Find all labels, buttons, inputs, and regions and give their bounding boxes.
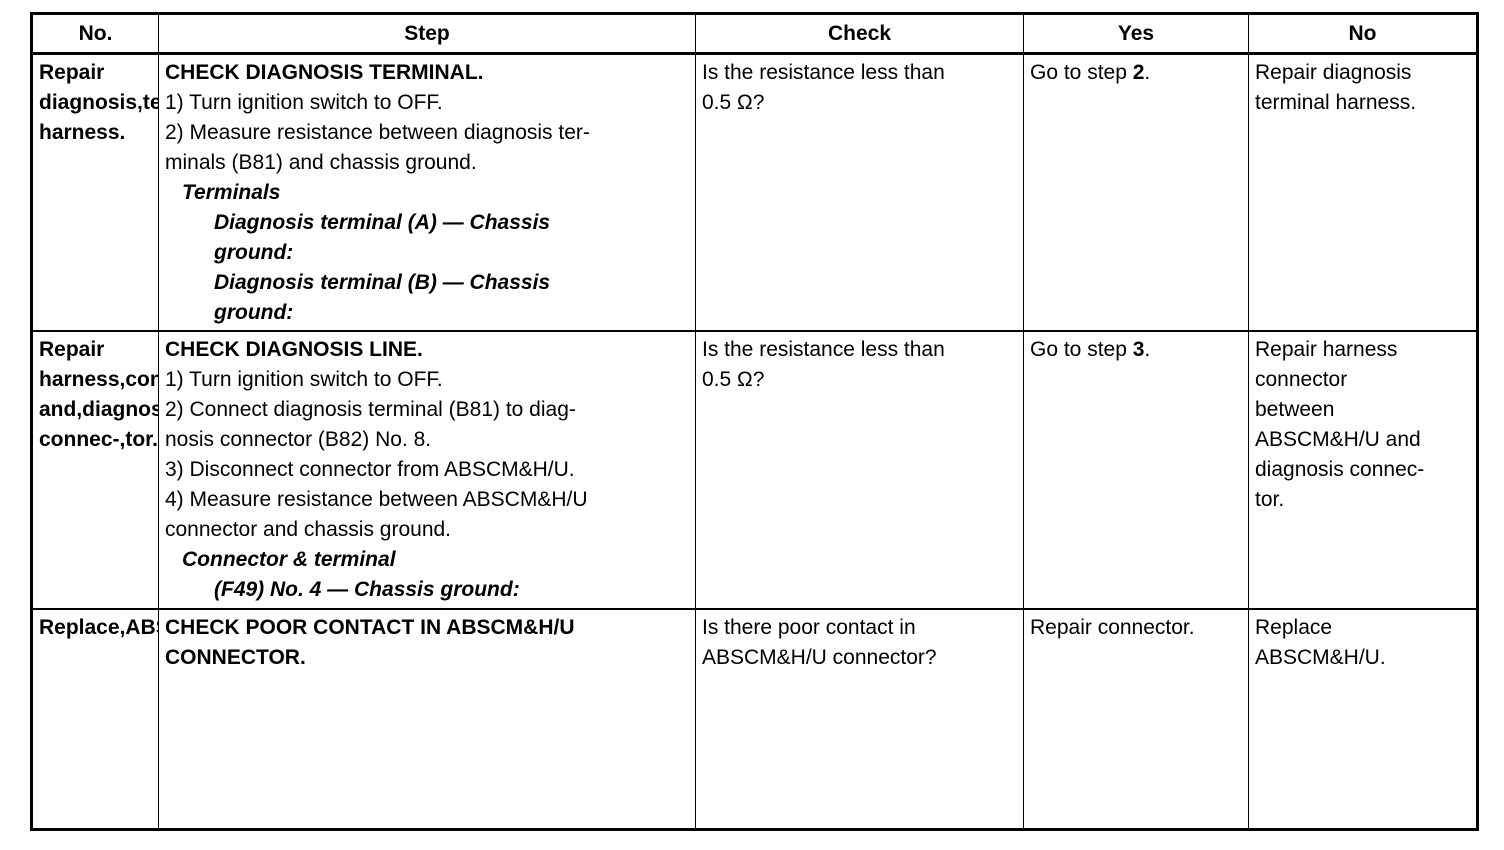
table-row: Replace,ABSCM&H/U. CHECK POOR CONTACT IN… [31,609,1478,829]
step-title: CONNECTOR. [165,646,306,669]
step-line: 1) Turn ignition switch to OFF. [165,368,443,391]
step-title: CHECK DIAGNOSIS TERMINAL. [165,61,484,84]
step-line: 4) Measure resistance between ABSCM&H/U [165,488,588,511]
step-line: nosis connector (B82) No. 8. [165,428,432,451]
table-row: Repair diagnosis,terminal harness. CHECK… [31,53,1478,332]
yes-step-number: 3 [1132,338,1145,361]
no-line: connector [1255,368,1348,391]
yes-cell: Repair connector. [1023,609,1249,829]
step-title: CHECK POOR CONTACT IN ABSCM&H/U [165,616,575,639]
step-title: CHECK DIAGNOSIS LINE. [165,338,423,361]
spec-line: (F49) No. 4 — Chassis ground: [214,578,520,601]
step-line: 3) Disconnect connector from ABSCM&H/U. [165,458,575,481]
check-line: Is the resistance less than [702,61,945,84]
step-line: 2) Connect diagnosis terminal (B81) to d… [165,398,576,421]
step-cell: CHECK DIAGNOSIS TERMINAL. 1) Turn igniti… [158,53,696,332]
header-step: Step [158,13,696,55]
check-line: 0.5 Ω? [702,91,765,114]
header-yes: Yes [1023,13,1249,55]
no-line: Repair diagnosis [1255,61,1412,84]
check-cell: Is there poor contact in ABSCM&H/U conne… [695,609,1024,829]
step-number: Repair harness,connector,between,ABSCM&H… [31,331,159,610]
no-line: between [1255,398,1335,421]
spec-heading: Terminals [182,181,281,204]
no-line: terminal harness. [1255,91,1417,114]
yes-text: Repair connector. [1030,616,1195,639]
no-line: ABSCM&H/U. [1255,646,1386,669]
step-line: minals (B81) and chassis ground. [165,151,477,174]
no-cell: Repair diagnosis terminal harness. [1248,53,1478,332]
step-line: connector and chassis ground. [165,518,452,541]
spec-line: Diagnosis terminal (B) — Chassis [214,271,551,294]
yes-cell: Go to step 2. [1023,53,1249,332]
no-line: tor. [1255,488,1285,511]
table-row: Repair harness,connector,between,ABSCM&H… [31,331,1478,610]
step-cell: CHECK POOR CONTACT IN ABSCM&H/U CONNECTO… [158,609,696,829]
step-cell: CHECK DIAGNOSIS LINE. 1) Turn ignition s… [158,331,696,610]
header-no-result: No [1248,13,1478,55]
check-cell: Is the resistance less than 0.5 Ω? [695,53,1024,332]
no-cell: Replace ABSCM&H/U. [1248,609,1478,829]
header-check: Check [695,13,1024,55]
no-line: Replace [1255,616,1333,639]
step-line: 2) Measure resistance between diagnosis … [165,121,590,144]
no-cell: Repair harness connector between ABSCM&H… [1248,331,1478,610]
spec-line: ground: [214,301,294,324]
yes-cell: Go to step 3. [1023,331,1249,610]
step-number: Repair diagnosis,terminal harness. [31,53,159,332]
yes-suffix: . [1144,61,1151,84]
step-line: 1) Turn ignition switch to OFF. [165,91,443,114]
spec-line: Diagnosis terminal (A) — Chassis [214,211,551,234]
check-line: 0.5 Ω? [702,368,765,391]
yes-step-number: 2 [1132,61,1145,84]
yes-text: Go to step [1030,338,1133,361]
no-line: ABSCM&H/U and [1255,428,1421,451]
yes-suffix: . [1144,338,1151,361]
diagnosis-table: No. Step Check Yes No Repair diagnosis,t… [30,12,1479,831]
header-no: No. [31,13,159,55]
spec-line: ground: [214,241,294,264]
check-line: Is there poor contact in [702,616,916,639]
spec-heading: Connector & terminal [182,548,396,571]
no-line: Repair harness [1255,338,1398,361]
step-number: Replace,ABSCM&H/U. [31,609,159,829]
yes-text: Go to step [1030,61,1133,84]
no-line: diagnosis connec- [1255,458,1425,481]
check-line: ABSCM&H/U connector? [702,646,937,669]
check-cell: Is the resistance less than 0.5 Ω? [695,331,1024,610]
check-line: Is the resistance less than [702,338,945,361]
header-row: No. Step Check Yes No [31,13,1478,55]
